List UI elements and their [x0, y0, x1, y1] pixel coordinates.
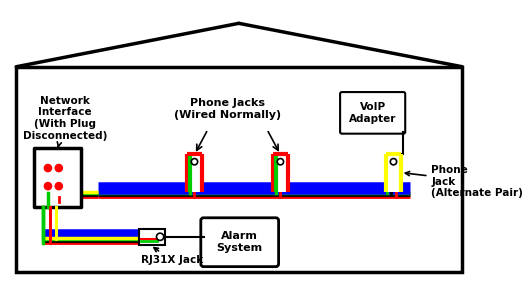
Circle shape: [191, 158, 198, 165]
Text: RJ31X Jack: RJ31X Jack: [141, 248, 203, 265]
Bar: [386, 155, 400, 193]
FancyBboxPatch shape: [201, 218, 279, 267]
Text: Network
Interface
(With Plug
Disconnected): Network Interface (With Plug Disconnecte…: [23, 96, 107, 147]
Bar: [187, 155, 202, 193]
Circle shape: [44, 164, 51, 172]
FancyBboxPatch shape: [340, 92, 405, 134]
Bar: [34, 148, 81, 207]
Text: Phone
Jack
(Alternate Pair): Phone Jack (Alternate Pair): [405, 165, 523, 198]
Circle shape: [390, 158, 397, 165]
Circle shape: [55, 164, 62, 172]
Circle shape: [55, 182, 62, 190]
Text: Alarm
System: Alarm System: [217, 231, 263, 253]
Bar: [273, 155, 288, 193]
Bar: [16, 67, 462, 272]
Text: VoIP
Adapter: VoIP Adapter: [349, 102, 396, 124]
Bar: [139, 229, 165, 245]
Circle shape: [44, 182, 51, 190]
Circle shape: [277, 158, 284, 165]
Text: Phone Jacks
(Wired Normally): Phone Jacks (Wired Normally): [175, 98, 281, 120]
Circle shape: [157, 233, 163, 240]
